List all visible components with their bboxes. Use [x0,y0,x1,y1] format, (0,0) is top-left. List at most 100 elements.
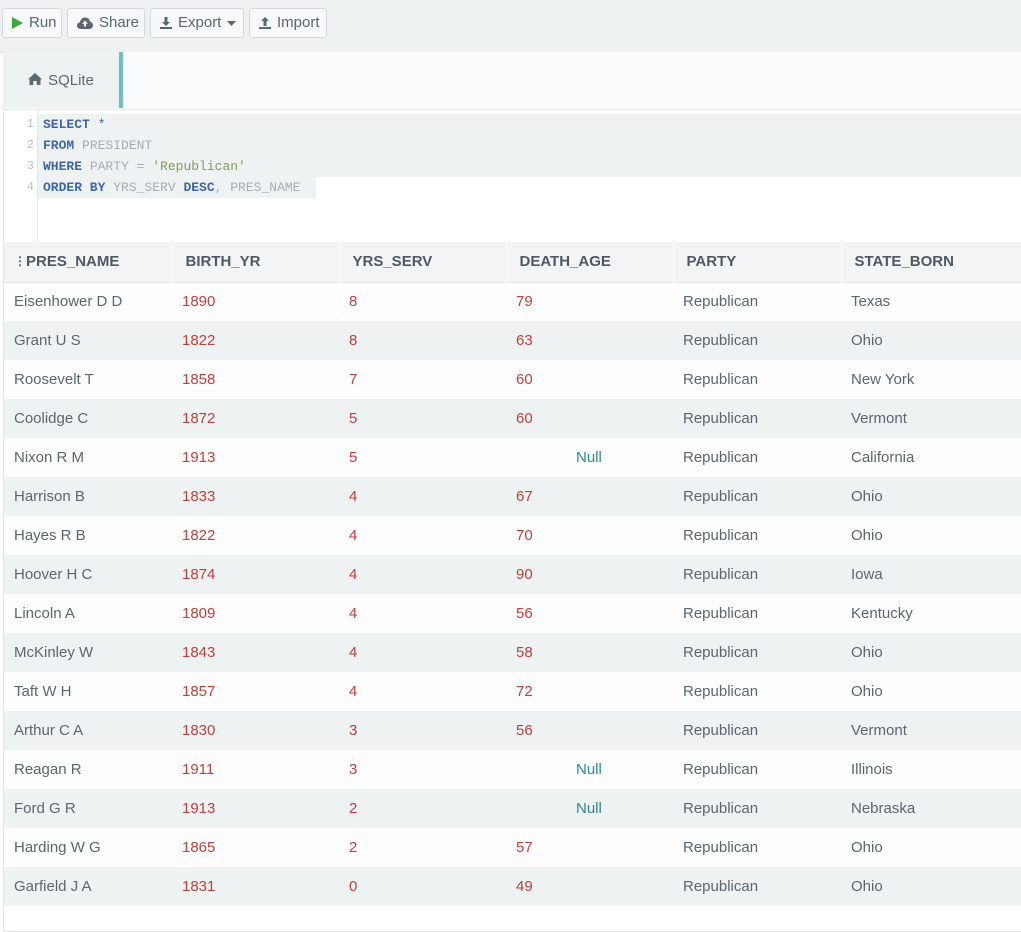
cell-party: Republican [673,282,841,321]
cell-death-age: 72 [506,672,673,711]
cell-death-age: 67 [506,477,673,516]
table-row[interactable]: Eisenhower D D 1890 8 79 Republican Texas [4,282,1021,321]
cell-state-born: Ohio [841,867,1021,906]
cell-pres-name: Taft W H [4,672,172,711]
cell-birth-yr: 1833 [172,477,339,516]
text-selection [38,177,316,198]
cell-birth-yr: 1831 [172,867,339,906]
column-header-pres-name[interactable]: ⋮PRES_NAME [4,242,173,283]
column-header-death-age[interactable]: DEATH_AGE [506,242,674,283]
cell-party: Republican [673,594,841,633]
cell-death-age: Null [506,750,673,789]
cell-yrs-serv: 3 [339,711,506,750]
import-button[interactable]: Import [249,8,327,38]
cloud-upload-icon [77,17,93,29]
cell-birth-yr: 1913 [172,789,339,828]
tab-sqlite-label: SQLite [48,71,94,89]
cell-state-born: Kentucky [841,594,1021,633]
cell-state-born: Ohio [841,828,1021,867]
column-header-birth-yr[interactable]: BIRTH_YR [172,242,340,283]
code-line-2: FROM PRESIDENT [43,138,153,153]
cell-yrs-serv: 4 [339,516,506,555]
line-number: 2 [26,138,34,152]
table-row[interactable]: Lincoln A 1809 4 56 Republican Kentucky [4,594,1021,633]
cell-state-born: Vermont [841,399,1021,438]
table-row[interactable]: Nixon R M 1913 5 Null Republican California [4,438,1021,477]
cell-pres-name: Lincoln A [4,594,172,633]
cell-yrs-serv: 4 [339,477,506,516]
cell-yrs-serv: 4 [339,594,506,633]
cell-pres-name: McKinley W [4,633,172,672]
results-table: ⋮PRES_NAME BIRTH_YR YRS_SERV DEATH_AGE P… [4,242,1021,906]
table-row[interactable]: Garfield J A 1831 0 49 Republican Ohio [4,867,1021,906]
code-line-3: WHERE PARTY = 'Republican' [43,159,246,174]
caret-down-icon [227,20,237,26]
active-line-highlight [38,114,1021,177]
results-body: Eisenhower D D 1890 8 79 Republican Texas Gran… [4,282,1021,906]
cell-yrs-serv: 8 [339,321,506,360]
cell-pres-name: Garfield J A [4,867,172,906]
cell-yrs-serv: 2 [339,828,506,867]
cell-birth-yr: 1865 [172,828,339,867]
import-label: Import [277,14,320,31]
table-row[interactable]: Harding W G 1865 2 57 Republican Ohio [4,828,1021,867]
cell-yrs-serv: 5 [339,438,506,477]
cell-death-age: 60 [506,399,673,438]
cell-state-born: Ohio [841,516,1021,555]
table-row[interactable]: Grant U S 1822 8 63 Republican Ohio [4,321,1021,360]
run-button[interactable]: Run [2,8,62,38]
cell-state-born: Texas [841,282,1021,321]
cell-birth-yr: 1822 [172,516,339,555]
table-row[interactable]: Reagan R 1911 3 Null Republican Illinois [4,750,1021,789]
table-row[interactable]: Hoover H C 1874 4 90 Republican Iowa [4,555,1021,594]
share-button[interactable]: Share [67,8,145,38]
cell-death-age: 79 [506,282,673,321]
cell-state-born: Ohio [841,321,1021,360]
cell-pres-name: Arthur C A [4,711,172,750]
drag-handle-icon[interactable]: ⋮ [14,254,26,269]
cell-pres-name: Hoover H C [4,555,172,594]
table-row[interactable]: Harrison B 1833 4 67 Republican Ohio [4,477,1021,516]
cell-death-age: 57 [506,828,673,867]
results-grid: ⋮PRES_NAME BIRTH_YR YRS_SERV DEATH_AGE P… [3,242,1021,932]
cell-yrs-serv: 4 [339,672,506,711]
cell-state-born: Ohio [841,672,1021,711]
table-row[interactable]: Arthur C A 1830 3 56 Republican Vermont [4,711,1021,750]
line-number: 1 [26,117,34,131]
cell-party: Republican [673,555,841,594]
cell-pres-name: Harrison B [4,477,172,516]
table-row[interactable]: Coolidge C 1872 5 60 Republican Vermont [4,399,1021,438]
cell-death-age: 60 [506,360,673,399]
column-header-state-born[interactable]: STATE_BORN [841,242,1021,283]
column-header-party[interactable]: PARTY [673,242,842,283]
home-icon [28,72,43,89]
cell-birth-yr: 1857 [172,672,339,711]
table-row[interactable]: Taft W H 1857 4 72 Republican Ohio [4,672,1021,711]
cell-yrs-serv: 3 [339,750,506,789]
table-row[interactable]: Roosevelt T 1858 7 60 Republican New York [4,360,1021,399]
cell-state-born: New York [841,360,1021,399]
table-row[interactable]: McKinley W 1843 4 58 Republican Ohio [4,633,1021,672]
cell-party: Republican [673,672,841,711]
tab-sqlite[interactable]: SQLite [3,52,123,108]
export-button[interactable]: Export [150,8,244,38]
cell-party: Republican [673,516,841,555]
cell-yrs-serv: 5 [339,399,506,438]
column-header-yrs-serv[interactable]: YRS_SERV [339,242,507,283]
table-row[interactable]: Ford G R 1913 2 Null Republican Nebraska [4,789,1021,828]
cell-death-age: 58 [506,633,673,672]
upload-icon [259,17,271,29]
cell-pres-name: Coolidge C [4,399,172,438]
cell-pres-name: Roosevelt T [4,360,172,399]
cell-birth-yr: 1809 [172,594,339,633]
database-tab-bar: SQLite [3,52,1021,110]
cell-birth-yr: 1843 [172,633,339,672]
cell-state-born: Vermont [841,711,1021,750]
cell-state-born: Illinois [841,750,1021,789]
table-row[interactable]: Hayes R B 1822 4 70 Republican Ohio [4,516,1021,555]
cell-state-born: California [841,438,1021,477]
cell-birth-yr: 1890 [172,282,339,321]
cell-birth-yr: 1830 [172,711,339,750]
header-row: ⋮PRES_NAME BIRTH_YR YRS_SERV DEATH_AGE P… [4,242,1021,283]
sql-editor[interactable]: 1 2 3 4 SELECT * FROM PRESIDENT WHERE PA… [3,110,1021,241]
